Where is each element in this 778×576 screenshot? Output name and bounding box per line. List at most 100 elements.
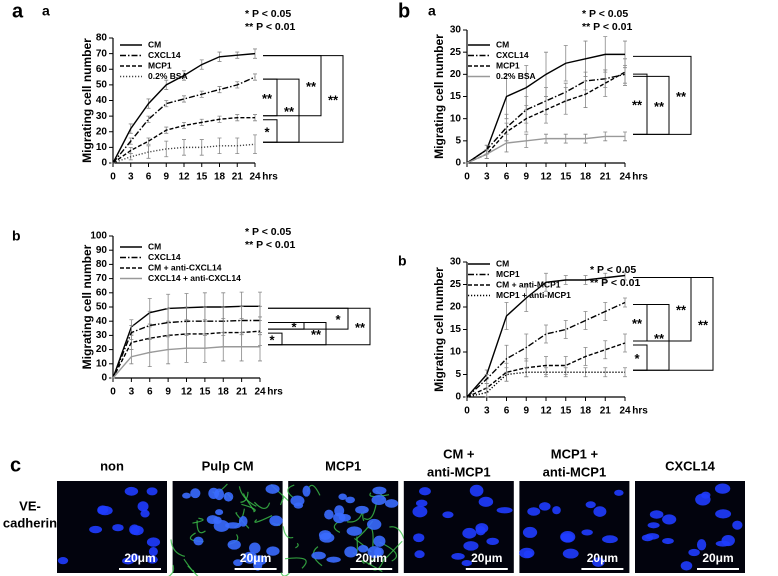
nucleus: [602, 535, 618, 544]
error-bar: [623, 58, 627, 86]
legend-label: CM: [496, 258, 509, 268]
column-label: MCP1 +: [551, 446, 599, 461]
legend-label: CM + anti-MCP1: [496, 279, 561, 289]
x-axis-label: hrs: [632, 172, 648, 183]
stained-junction: [235, 512, 250, 529]
significance-label: **: [676, 303, 687, 318]
legend-label: CM: [148, 39, 161, 49]
significance-label: **: [311, 327, 322, 342]
error-bar: [146, 137, 151, 145]
nucleus: [269, 515, 283, 527]
nucleus: [324, 509, 334, 520]
error-bar: [563, 367, 568, 378]
nucleus: [249, 542, 261, 554]
y-tick-label: 10: [450, 347, 462, 358]
subpanel-label: a: [428, 3, 436, 19]
nucleus: [592, 557, 605, 567]
significance-label: **: [676, 89, 687, 104]
nucleus: [647, 522, 660, 529]
nucleus: [146, 487, 158, 496]
nucleus: [414, 550, 425, 559]
panel-label: a: [12, 0, 24, 22]
nucleus: [124, 486, 139, 496]
y-tick-label: 10: [96, 358, 108, 369]
panel-label: b: [398, 0, 410, 22]
y-tick-label: 5: [455, 135, 461, 146]
chart: b a 0 5 10 15 20 25 30 0 3 6 9 12 15 18 21 24 hrs Migrating…: [398, 0, 692, 183]
error-bar: [603, 69, 608, 97]
series-line: [112, 52, 256, 164]
significance-label: *: [269, 332, 275, 347]
x-tick-label: 21: [232, 172, 244, 183]
stained-junction: [253, 501, 271, 510]
y-tick-label: 0: [101, 158, 107, 169]
x-tick-label: 9: [165, 387, 171, 398]
series-line: [112, 143, 256, 164]
nucleus: [238, 516, 248, 527]
x-tick-label: 12: [540, 406, 552, 417]
scale-bar-label: 20μm: [124, 551, 155, 565]
nucleus: [57, 557, 69, 565]
scale-bar-label: 20μm: [702, 551, 733, 565]
y-tick-label: 70: [96, 48, 108, 59]
stained-junction: [242, 493, 255, 512]
nucleus: [469, 484, 484, 497]
x-tick-label: 9: [523, 406, 529, 417]
x-tick-label: 15: [196, 172, 208, 183]
nucleus: [148, 547, 158, 557]
nucleus: [415, 499, 428, 507]
p-value-note: ** P < 0.01: [245, 21, 295, 33]
stained-junction: [287, 484, 295, 498]
column-label: non: [100, 458, 124, 473]
nucleus: [213, 520, 230, 532]
row-label: VE-: [19, 498, 41, 513]
nucleus: [122, 557, 135, 565]
nucleus: [242, 551, 258, 564]
x-tick-label: 0: [110, 172, 116, 183]
significance-bracket: [268, 307, 371, 346]
stained-junction: [241, 503, 256, 513]
column-label: anti-MCP1: [543, 464, 607, 479]
stained-junction: [192, 517, 204, 524]
x-tick-label: 6: [146, 172, 152, 183]
stained-junction: [295, 542, 299, 549]
stained-junction: [284, 557, 307, 569]
y-tick-label: 10: [450, 113, 462, 124]
error-bar: [544, 324, 548, 344]
x-tick-label: 15: [560, 406, 572, 417]
scale-bar-label: 20μm: [471, 551, 502, 565]
nucleus: [413, 533, 425, 543]
y-tick-label: 60: [96, 64, 108, 75]
nucleus: [715, 509, 732, 519]
nucleus: [366, 518, 382, 530]
subpanel-label: a: [42, 3, 50, 19]
x-axis-label: hrs: [262, 172, 278, 183]
nucleus: [649, 510, 664, 519]
nucleus: [614, 489, 624, 496]
x-tick-label: 3: [128, 172, 134, 183]
y-tick-label: 15: [450, 91, 462, 102]
nucleus: [688, 548, 700, 557]
x-tick-label: 12: [178, 172, 190, 183]
significance-label: **: [654, 99, 665, 114]
x-tick-label: 6: [147, 387, 153, 398]
nucleus: [372, 486, 387, 495]
error-bar: [544, 367, 548, 378]
series-line: [466, 301, 626, 398]
y-tick-label: 100: [90, 231, 107, 242]
y-tick-label: 30: [450, 257, 462, 268]
y-tick-label: 25: [450, 47, 462, 58]
nucleus: [519, 547, 535, 559]
scale-bar-label: 20μm: [240, 551, 271, 565]
nucleus: [227, 539, 241, 550]
x-tick-label: 12: [181, 387, 193, 398]
x-tick-label: 24: [254, 387, 266, 398]
error-bar: [182, 95, 186, 103]
nucleus: [486, 537, 499, 546]
row-label: cadherin: [3, 515, 57, 530]
nucleus: [680, 561, 693, 571]
series-line: [466, 53, 625, 164]
p-value-note: * P < 0.05: [590, 264, 636, 276]
x-tick-label: 18: [218, 387, 230, 398]
